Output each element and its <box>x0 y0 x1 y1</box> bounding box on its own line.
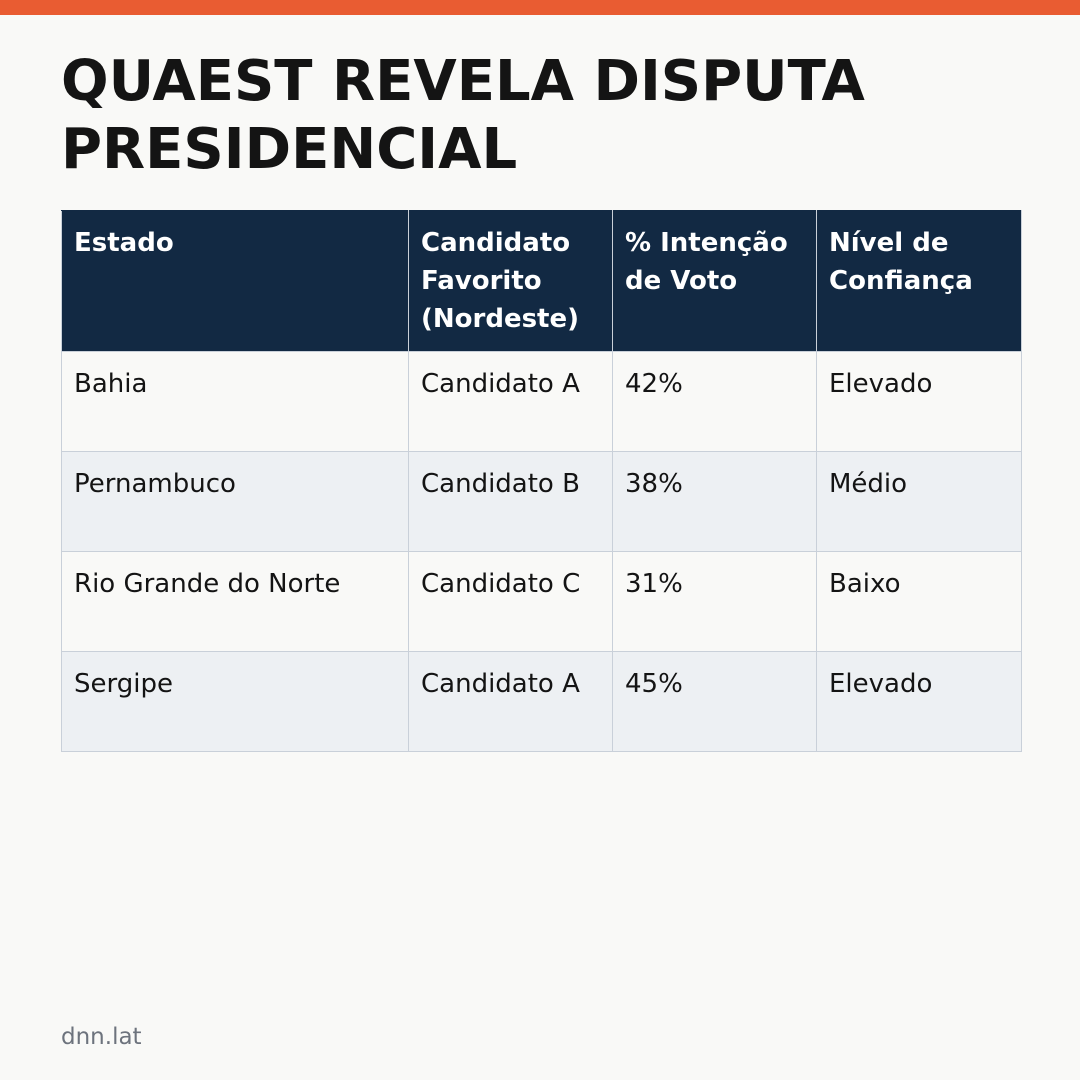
cell-estado: Bahia <box>61 351 409 452</box>
cell-estado: Rio Grande do Norte <box>61 551 409 652</box>
table-row: Sergipe Candidato A 45% Elevado <box>61 651 1022 752</box>
table-row: Rio Grande do Norte Candidato C 31% Baix… <box>61 551 1022 652</box>
cell-candidato: Candidato A <box>408 651 613 752</box>
table-row: Pernambuco Candidato B 38% Médio <box>61 451 1022 552</box>
column-header-candidato: Candidato Favorito (Nordeste) <box>408 210 613 352</box>
column-header-confianca: Nível de Confiança <box>816 210 1022 352</box>
cell-intencao: 31% <box>612 551 817 652</box>
cell-confianca: Baixo <box>816 551 1022 652</box>
cell-confianca: Médio <box>816 451 1022 552</box>
headline: QUAEST REVELA DISPUTA PRESIDENCIAL <box>61 49 865 182</box>
table-header-row: Estado Candidato Favorito (Nordeste) % I… <box>61 210 1022 352</box>
source-footer: dnn.lat <box>61 1024 142 1050</box>
cell-candidato: Candidato A <box>408 351 613 452</box>
poll-table: Estado Candidato Favorito (Nordeste) % I… <box>61 210 1022 752</box>
table-row: Bahia Candidato A 42% Elevado <box>61 351 1022 452</box>
cell-confianca: Elevado <box>816 651 1022 752</box>
cell-estado: Sergipe <box>61 651 409 752</box>
cell-candidato: Candidato C <box>408 551 613 652</box>
cell-estado: Pernambuco <box>61 451 409 552</box>
column-header-estado: Estado <box>61 210 409 352</box>
cell-intencao: 45% <box>612 651 817 752</box>
cell-confianca: Elevado <box>816 351 1022 452</box>
accent-bar <box>0 0 1080 15</box>
cell-intencao: 42% <box>612 351 817 452</box>
cell-intencao: 38% <box>612 451 817 552</box>
cell-candidato: Candidato B <box>408 451 613 552</box>
column-header-intencao: % Intenção de Voto <box>612 210 817 352</box>
